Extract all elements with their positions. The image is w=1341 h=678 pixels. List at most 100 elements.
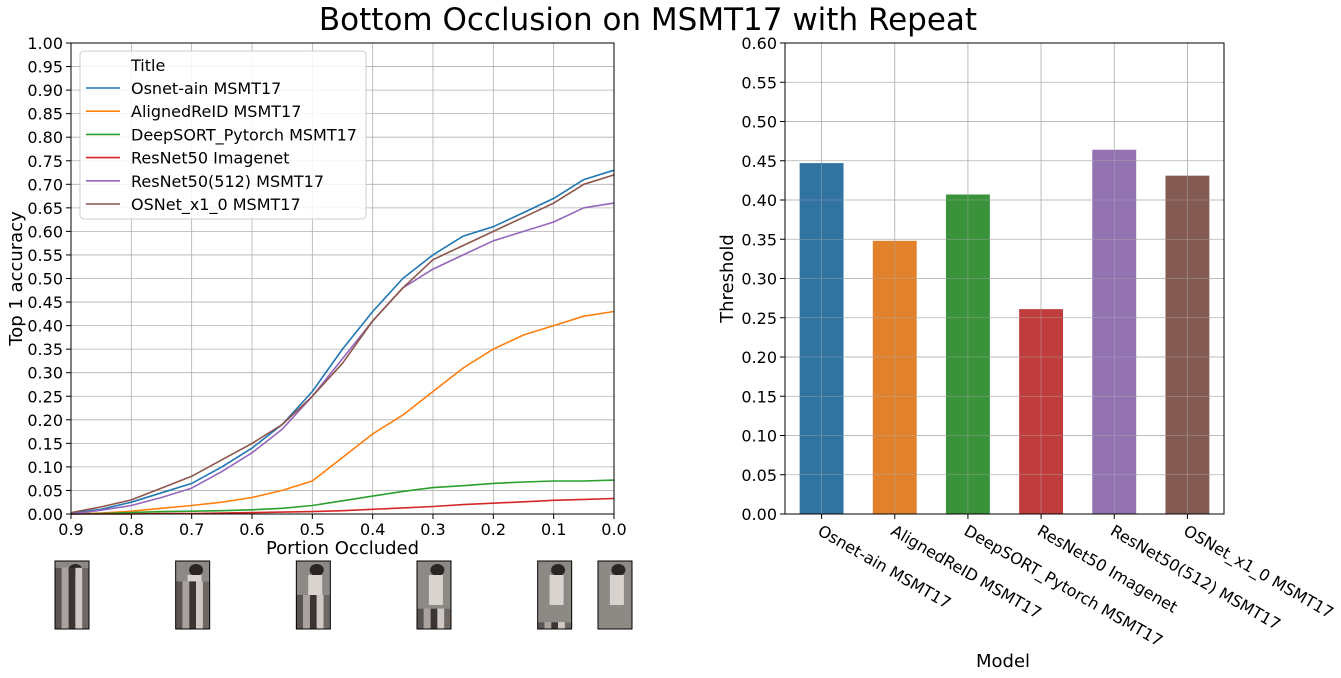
thumbnail-repeat-stripe <box>323 595 331 629</box>
line-chart-y-tick-label: 0.60 <box>27 222 63 241</box>
bar-chart-x-label: Model <box>976 651 1030 672</box>
series-line-6 <box>70 174 615 514</box>
thumbnail-head <box>309 564 324 576</box>
occlusion-thumbnails <box>54 560 633 630</box>
occlusion-thumbnail <box>295 560 331 630</box>
line-chart-y-tick-label: 0.55 <box>27 246 63 265</box>
legend-label: OSNet_x1_0 MSMT17 <box>131 195 301 215</box>
thumbnail-repeat-stripe <box>182 581 190 629</box>
thumbnail-repeat-stripe <box>444 608 451 629</box>
thumbnail-repeat-stripe <box>303 595 310 629</box>
thumbnail-repeat-stripe <box>189 581 197 629</box>
bar-chart-y-tick-label: 0.05 <box>741 466 777 485</box>
line-chart-x-tick-label: 0.3 <box>420 520 445 539</box>
legend-label: DeepSORT_Pytorch MSMT17 <box>131 125 357 145</box>
line-chart-y-label: Top 1 accuracy <box>6 211 27 347</box>
figure-title: Bottom Occlusion on MSMT17 with Repeat <box>319 2 977 38</box>
line-chart-y-tick-label: 0.75 <box>27 152 63 171</box>
thumbnail-visible-region <box>55 561 89 568</box>
thumbnail-repeat-stripe <box>551 622 559 629</box>
legend-label: ResNet50 Imagenet <box>131 149 289 168</box>
line-chart: 0.00 0.05 0.10 0.15 0.20 0.25 0.30 0.35 0.40 0.45… <box>6 34 627 559</box>
thumbnail-repeat-stripe <box>82 567 89 629</box>
occlusion-thumbnail <box>416 560 452 630</box>
thumbnail-repeat-stripe <box>68 567 76 629</box>
bar-chart-y-ticks: 0.00 0.05 0.10 0.15 0.20 0.25 0.30 0.35 0.40 0.45… <box>741 34 785 524</box>
thumbnail-torso <box>609 575 624 605</box>
legend-label: ResNet50(512) MSMT17 <box>131 172 324 191</box>
bar-chart-y-tick-label: 0.50 <box>741 113 777 132</box>
legend-label: AlignedReID MSMT17 <box>131 102 301 121</box>
legend-title: Title <box>130 56 165 75</box>
line-chart-x-tick-label: 0.9 <box>58 520 83 539</box>
thumbnail-repeat-stripe <box>202 581 210 629</box>
line-chart-y-tick-label: 0.40 <box>27 317 63 336</box>
line-chart-x-tick-label: 0.4 <box>360 520 385 539</box>
line-chart-y-tick-label: 0.25 <box>27 387 63 406</box>
thumbnail-repeat-stripe <box>309 595 317 629</box>
line-chart-y-tick-label: 0.50 <box>27 270 63 289</box>
thumbnail-head <box>551 564 566 576</box>
legend-label: Osnet-ain MSMT17 <box>131 79 281 98</box>
bar-chart-y-label: Threshold <box>717 234 738 324</box>
thumbnail-repeat-stripe <box>55 567 62 629</box>
line-chart-x-tick-label: 0.1 <box>541 520 566 539</box>
thumbnail-repeat-stripe <box>75 567 83 629</box>
thumbnail-frame <box>175 560 211 630</box>
line-chart-y-tick-label: 0.85 <box>27 105 63 124</box>
thumbnail-repeat-stripe <box>175 581 183 629</box>
thumbnail-frame <box>54 560 90 630</box>
bar-chart-bars <box>785 42 1224 515</box>
series-line-2 <box>70 310 615 515</box>
series-line-1 <box>70 169 615 514</box>
thumbnail-repeat-stripe <box>61 567 69 629</box>
line-chart-x-tick-label: 0.0 <box>601 520 626 539</box>
occlusion-thumbnail <box>537 560 573 630</box>
line-chart-y-tick-label: 0.15 <box>27 434 63 453</box>
line-chart-y-ticks: 0.00 0.05 0.10 0.15 0.20 0.25 0.30 0.35 0.40 0.45… <box>27 34 71 524</box>
line-chart-y-tick-label: 0.00 <box>27 505 63 524</box>
bar-chart-y-tick-label: 0.35 <box>741 230 777 249</box>
line-chart-y-tick-label: 0.95 <box>27 58 63 77</box>
thumbnail-frame <box>416 560 452 630</box>
thumbnail-head <box>611 564 626 576</box>
thumbnail-head <box>430 564 445 576</box>
thumbnail-repeat-stripe <box>423 608 431 629</box>
bar-chart-y-tick-label: 0.20 <box>741 348 777 367</box>
line-chart-x-tick-label: 0.8 <box>119 520 144 539</box>
line-chart-series <box>70 169 615 515</box>
thumbnail-repeat-stripe <box>430 608 438 629</box>
thumbnail-repeat-stripe <box>558 622 565 629</box>
line-chart-y-tick-label: 0.80 <box>27 128 63 147</box>
line-chart-y-tick-label: 0.70 <box>27 175 63 194</box>
thumbnail-head <box>189 564 204 576</box>
thumbnail-frame <box>295 560 331 630</box>
thumbnail-repeat-stripe <box>296 595 304 629</box>
line-chart-x-tick-label: 0.6 <box>239 520 264 539</box>
thumbnail-frame <box>597 560 633 630</box>
thumbnail-repeat-stripe <box>316 595 324 629</box>
legend-box <box>79 50 367 220</box>
line-chart-y-tick-label: 0.05 <box>27 481 63 500</box>
line-chart-y-tick-label: 0.45 <box>27 293 63 312</box>
bar-chart-y-tick-label: 0.00 <box>741 505 777 524</box>
bar-chart-y-tick-label: 0.15 <box>741 387 777 406</box>
line-chart-x-label: Portion Occluded <box>266 538 419 559</box>
series-line-5 <box>70 202 615 515</box>
thumbnail-torso <box>308 575 323 595</box>
thumbnail-repeat-stripe <box>537 622 545 629</box>
line-chart-x-tick-label: 0.5 <box>300 520 325 539</box>
bar-chart: 0.00 0.05 0.10 0.15 0.20 0.25 0.30 0.35 0.40 0.45… <box>717 34 1337 672</box>
bar-chart-x-tick-label: Osnet-ain MSMT17 <box>815 521 955 613</box>
bar-chart-y-tick-label: 0.45 <box>741 152 777 171</box>
occlusion-thumbnail <box>54 560 90 630</box>
thumbnail-repeat-stripe <box>564 622 572 629</box>
bar-chart-y-tick-label: 0.40 <box>741 191 777 210</box>
bar-chart-y-tick-label: 0.60 <box>741 34 777 53</box>
occlusion-thumbnail <box>597 560 633 630</box>
line-chart-y-tick-label: 1.00 <box>27 34 63 53</box>
bar-chart-y-tick-label: 0.10 <box>741 427 777 446</box>
thumbnail-repeat-stripe <box>196 581 203 629</box>
line-chart-y-tick-label: 0.20 <box>27 411 63 430</box>
